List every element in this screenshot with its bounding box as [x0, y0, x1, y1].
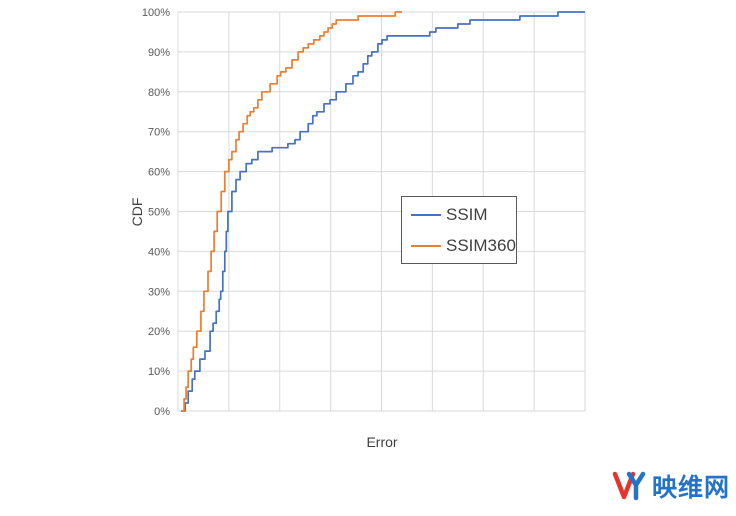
svg-text:10%: 10% — [148, 366, 170, 378]
gridlines — [177, 11, 586, 412]
svg-text:30%: 30% — [148, 286, 170, 298]
svg-text:20%: 20% — [148, 326, 170, 338]
svg-text:50%: 50% — [148, 207, 170, 219]
svg-text:100%: 100% — [142, 7, 170, 19]
x-axis-title: Error — [366, 434, 397, 450]
ssim360-line-swatch — [411, 244, 441, 247]
legend: SSIM SSIM360 — [401, 196, 517, 264]
svg-text:60%: 60% — [148, 167, 170, 179]
legend-item-ssim360: SSIM360 — [411, 237, 516, 254]
legend-item-ssim: SSIM — [411, 206, 507, 223]
legend-label-ssim360: SSIM360 — [446, 236, 516, 255]
watermark-logo-icon — [612, 471, 646, 501]
svg-text:90%: 90% — [148, 47, 170, 59]
cdf-curves — [181, 11, 585, 412]
ssim-line-swatch — [411, 213, 441, 216]
svg-text:80%: 80% — [148, 87, 170, 99]
y-axis-tick-labels: 0% 10% 20% 30% 40% 50% 60% 70% 80% 90% 100% — [142, 7, 170, 418]
watermark-text: 映维网 — [651, 474, 730, 502]
y-axis-title: CDF — [129, 198, 145, 227]
legend-label-ssim: SSIM — [446, 205, 488, 224]
svg-text:70%: 70% — [148, 127, 170, 139]
svg-text:40%: 40% — [148, 246, 170, 258]
cdf-plot-area: 0% 10% 20% 30% 40% 50% 60% 70% 80% 90% 100% CDF Er… — [129, 7, 586, 450]
svg-text:0%: 0% — [154, 406, 170, 418]
watermark: 映维网 — [612, 468, 730, 504]
